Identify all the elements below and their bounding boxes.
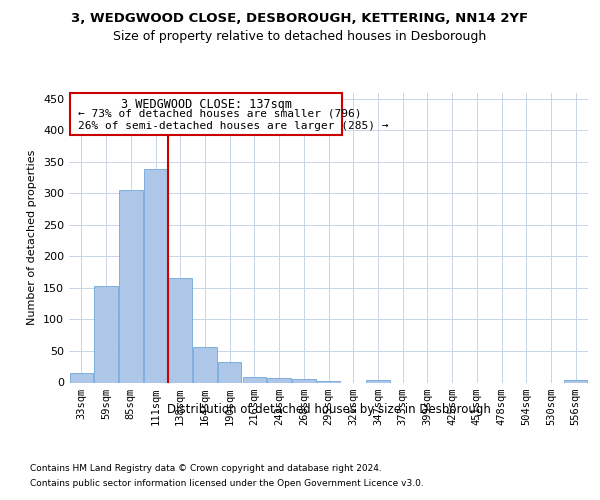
Y-axis label: Number of detached properties: Number of detached properties: [28, 150, 37, 325]
Bar: [119, 190, 143, 382]
Bar: [564, 380, 587, 382]
Bar: [144, 170, 167, 382]
Text: ← 73% of detached houses are smaller (796): ← 73% of detached houses are smaller (79…: [77, 108, 361, 118]
Bar: [268, 378, 291, 382]
Bar: [193, 346, 217, 382]
Bar: [94, 286, 118, 382]
Bar: [317, 381, 340, 382]
Text: Size of property relative to detached houses in Desborough: Size of property relative to detached ho…: [113, 30, 487, 43]
Text: 3, WEDGWOOD CLOSE, DESBOROUGH, KETTERING, NN14 2YF: 3, WEDGWOOD CLOSE, DESBOROUGH, KETTERING…: [71, 12, 529, 26]
Bar: [70, 373, 93, 382]
Text: 3 WEDGWOOD CLOSE: 137sqm: 3 WEDGWOOD CLOSE: 137sqm: [121, 98, 292, 111]
Text: 26% of semi-detached houses are larger (285) →: 26% of semi-detached houses are larger (…: [77, 121, 388, 131]
Bar: [70, 92, 342, 134]
Bar: [169, 278, 192, 382]
Text: Contains HM Land Registry data © Crown copyright and database right 2024.: Contains HM Land Registry data © Crown c…: [30, 464, 382, 473]
Bar: [218, 362, 241, 382]
Text: Contains public sector information licensed under the Open Government Licence v3: Contains public sector information licen…: [30, 479, 424, 488]
Text: Distribution of detached houses by size in Desborough: Distribution of detached houses by size …: [167, 402, 491, 415]
Bar: [292, 380, 316, 382]
Bar: [366, 380, 389, 382]
Bar: [242, 377, 266, 382]
